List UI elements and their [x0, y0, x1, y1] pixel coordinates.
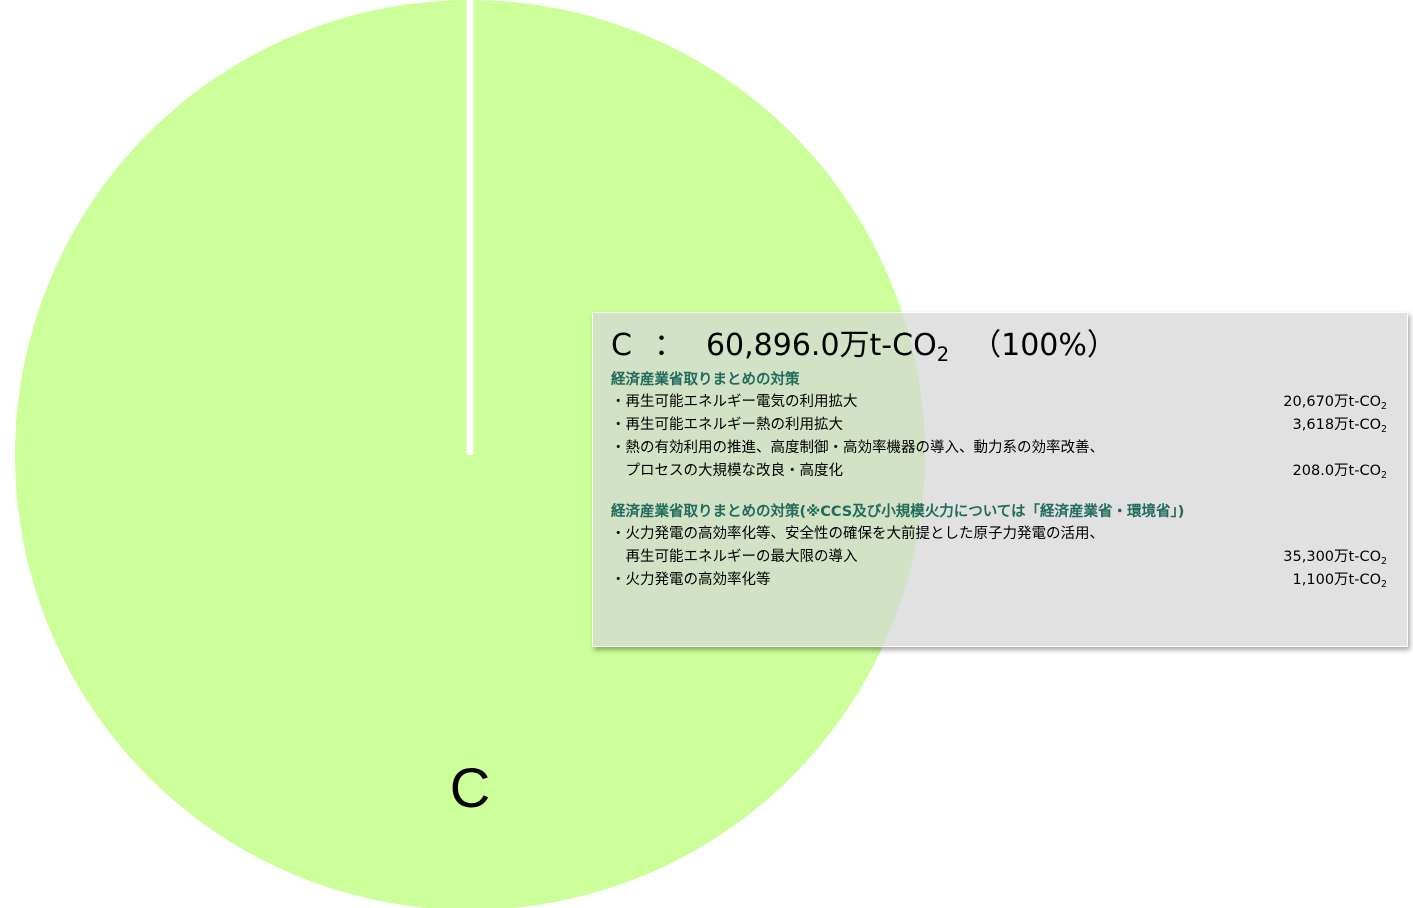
tooltip-row-label: ・火力発電の高効率化等 — [611, 572, 771, 588]
tooltip-row: ・熱の有効利用の推進、高度制御・高効率機器の導入、動力系の効率改善、 プロセスの… — [611, 437, 1387, 483]
tooltip-row-value: 35,300万t-CO2 — [1283, 549, 1387, 567]
slice-label: C — [450, 756, 490, 819]
tooltip-row-label: ・再生可能エネルギー電気の利用拡大 — [611, 394, 858, 410]
tooltip-row: ・再生可能エネルギー電気の利用拡大 20,670万t-CO2 — [611, 391, 1387, 414]
tooltip-row-value: 3,618万t-CO2 — [1292, 417, 1387, 435]
tooltip-row-label: ・熱の有効利用の推進、高度制御・高効率機器の導入、動力系の効率改善、 プロセスの… — [611, 440, 1104, 479]
tooltip-row-label: ・再生可能エネルギー熱の利用拡大 — [611, 417, 843, 433]
tooltip-row: ・火力発電の高効率化等、安全性の確保を大前提とした原子力発電の活用、 再生可能エ… — [611, 523, 1387, 569]
tooltip-sections: 経済産業省取りまとめの対策・再生可能エネルギー電気の利用拡大 20,670万t-C… — [611, 369, 1387, 592]
tooltip-section-title: 経済産業省取りまとめの対策 — [611, 372, 800, 388]
data-tooltip: C ： 60,896.0万t-CO2 （100%） 経済産業省取りまとめの対策・再生可… — [592, 312, 1408, 647]
tooltip-row-label: ・火力発電の高効率化等、安全性の確保を大前提とした原子力発電の活用、 再生可能エ… — [611, 526, 1104, 565]
tooltip-row-value: 208.0万t-CO2 — [1292, 463, 1387, 481]
tooltip-row-value: 1,100万t-CO2 — [1292, 572, 1387, 590]
tooltip-percent: （100%） — [971, 328, 1117, 363]
tooltip-separator: ： — [653, 328, 684, 363]
tooltip-row-value: 20,670万t-CO2 — [1283, 394, 1387, 412]
tooltip-section-title: 経済産業省取りまとめの対策(※CCS及び小規模火力については「経済産業省・環境省… — [611, 504, 1185, 520]
tooltip-row: ・火力発電の高効率化等 1,100万t-CO2 — [611, 569, 1387, 592]
tooltip-value: 60,896.0万t-CO2 — [705, 328, 950, 366]
tooltip-header: C ： 60,896.0万t-CO2 （100%） — [611, 325, 1387, 367]
tooltip-row: ・再生可能エネルギー熱の利用拡大 3,618万t-CO2 — [611, 414, 1387, 437]
tooltip-section: 経済産業省取りまとめの対策・再生可能エネルギー電気の利用拡大 20,670万t-C… — [611, 369, 1387, 483]
tooltip-category: C — [611, 328, 632, 363]
tooltip-section: 経済産業省取りまとめの対策(※CCS及び小規模火力については「経済産業省・環境省… — [611, 501, 1387, 592]
